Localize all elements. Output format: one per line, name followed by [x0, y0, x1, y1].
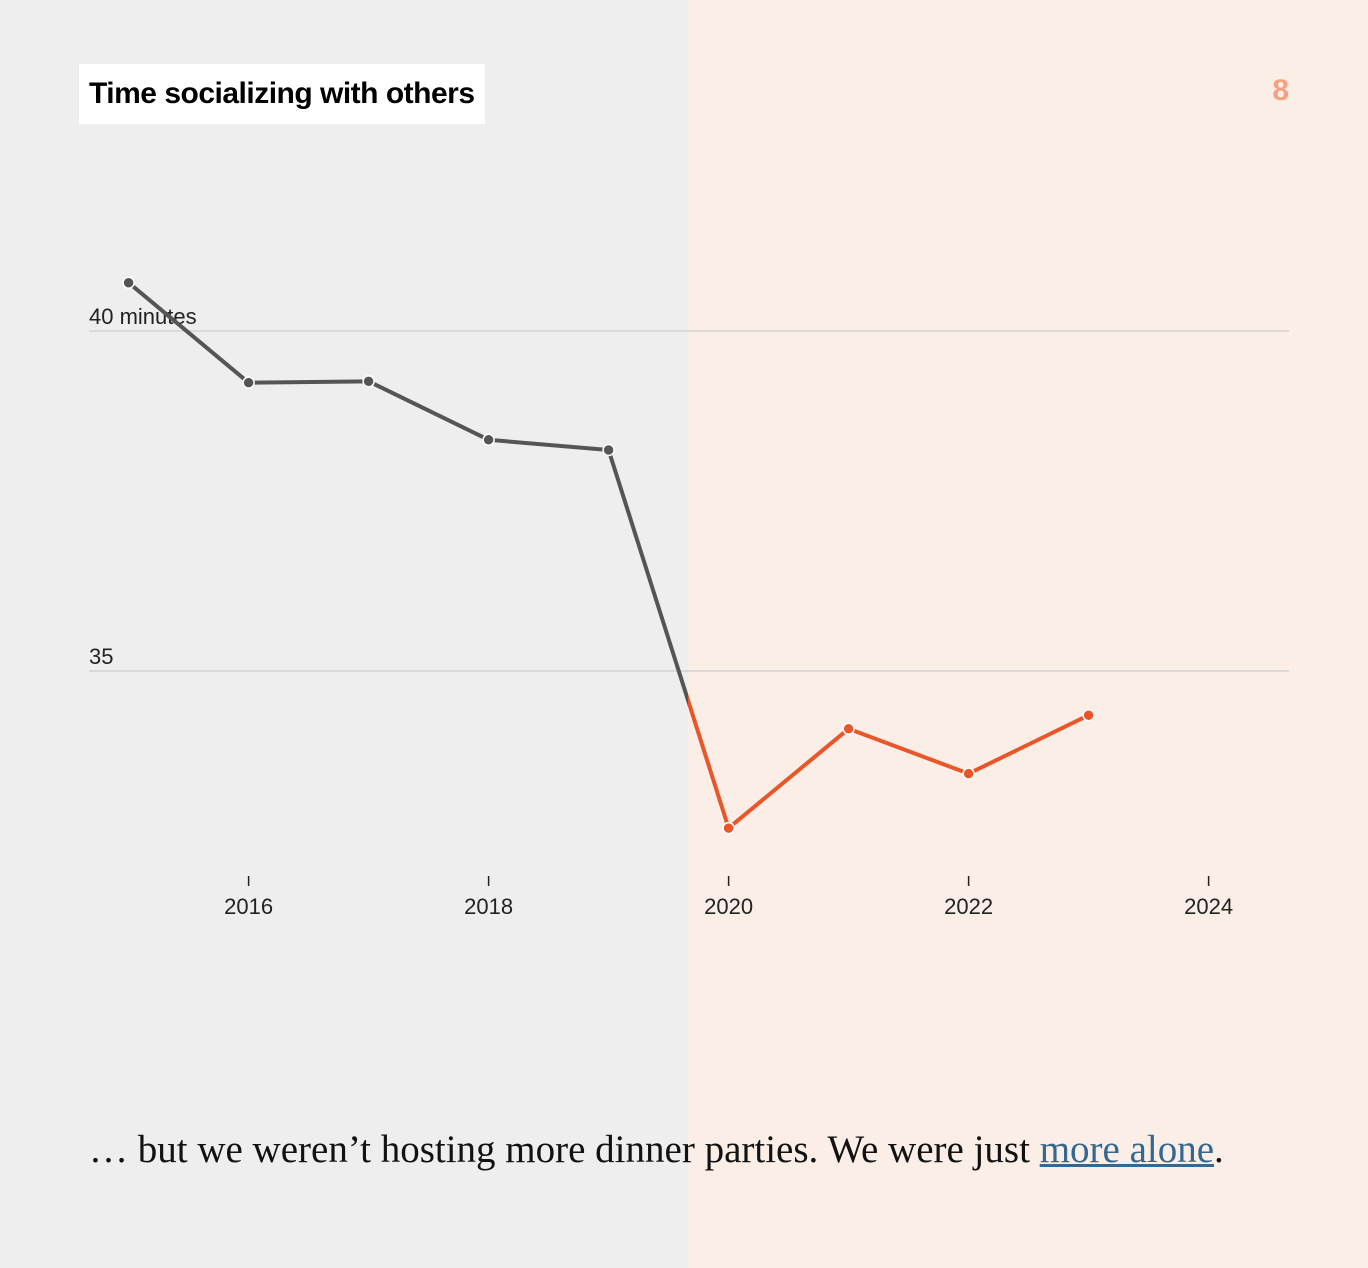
point [122, 276, 135, 289]
x-tick-label: 2018 [464, 894, 513, 919]
point [362, 375, 375, 388]
caption: … but we weren’t hosting more dinner par… [89, 1120, 1289, 1180]
x-tick-label: 2020 [704, 894, 753, 919]
step-number: 8 [1272, 74, 1289, 107]
caption-text: … but we weren’t hosting more dinner par… [89, 1128, 1040, 1171]
point [1082, 708, 1095, 722]
y-tick-label: 35 [89, 644, 113, 669]
x-tick-label: 2024 [1184, 894, 1233, 919]
background-after [688, 0, 1368, 1268]
point [962, 767, 975, 780]
point [602, 443, 615, 457]
line [127, 281, 1090, 831]
point [722, 821, 735, 835]
point [242, 376, 255, 389]
background-before [0, 0, 688, 1268]
caption-link[interactable]: more alone [1039, 1128, 1215, 1171]
caption-end: . [1214, 1128, 1224, 1171]
x-tick-label: 2022 [944, 894, 993, 919]
point [842, 722, 855, 736]
point [482, 433, 495, 447]
chart-title: Time socializing with others [79, 64, 485, 124]
x-tick-label: 2016 [224, 894, 273, 919]
